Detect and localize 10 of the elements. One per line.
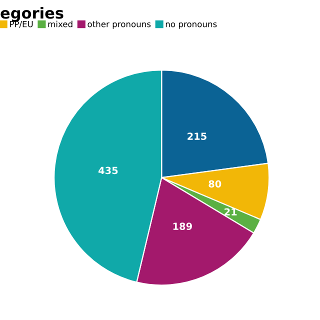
data-label: 435 [98,166,118,174]
data-label: 21 [224,208,237,216]
legend-label: mixed [48,20,72,28]
legend-label: no pronouns [166,22,217,29]
data-label: 215 [188,132,206,140]
chart-title: egories [0,6,64,22]
legend-label: PP/EU [10,21,33,28]
legend-label: other pronouns [88,20,151,29]
data-label: 80 [208,180,222,188]
data-label: 189 [173,222,192,230]
